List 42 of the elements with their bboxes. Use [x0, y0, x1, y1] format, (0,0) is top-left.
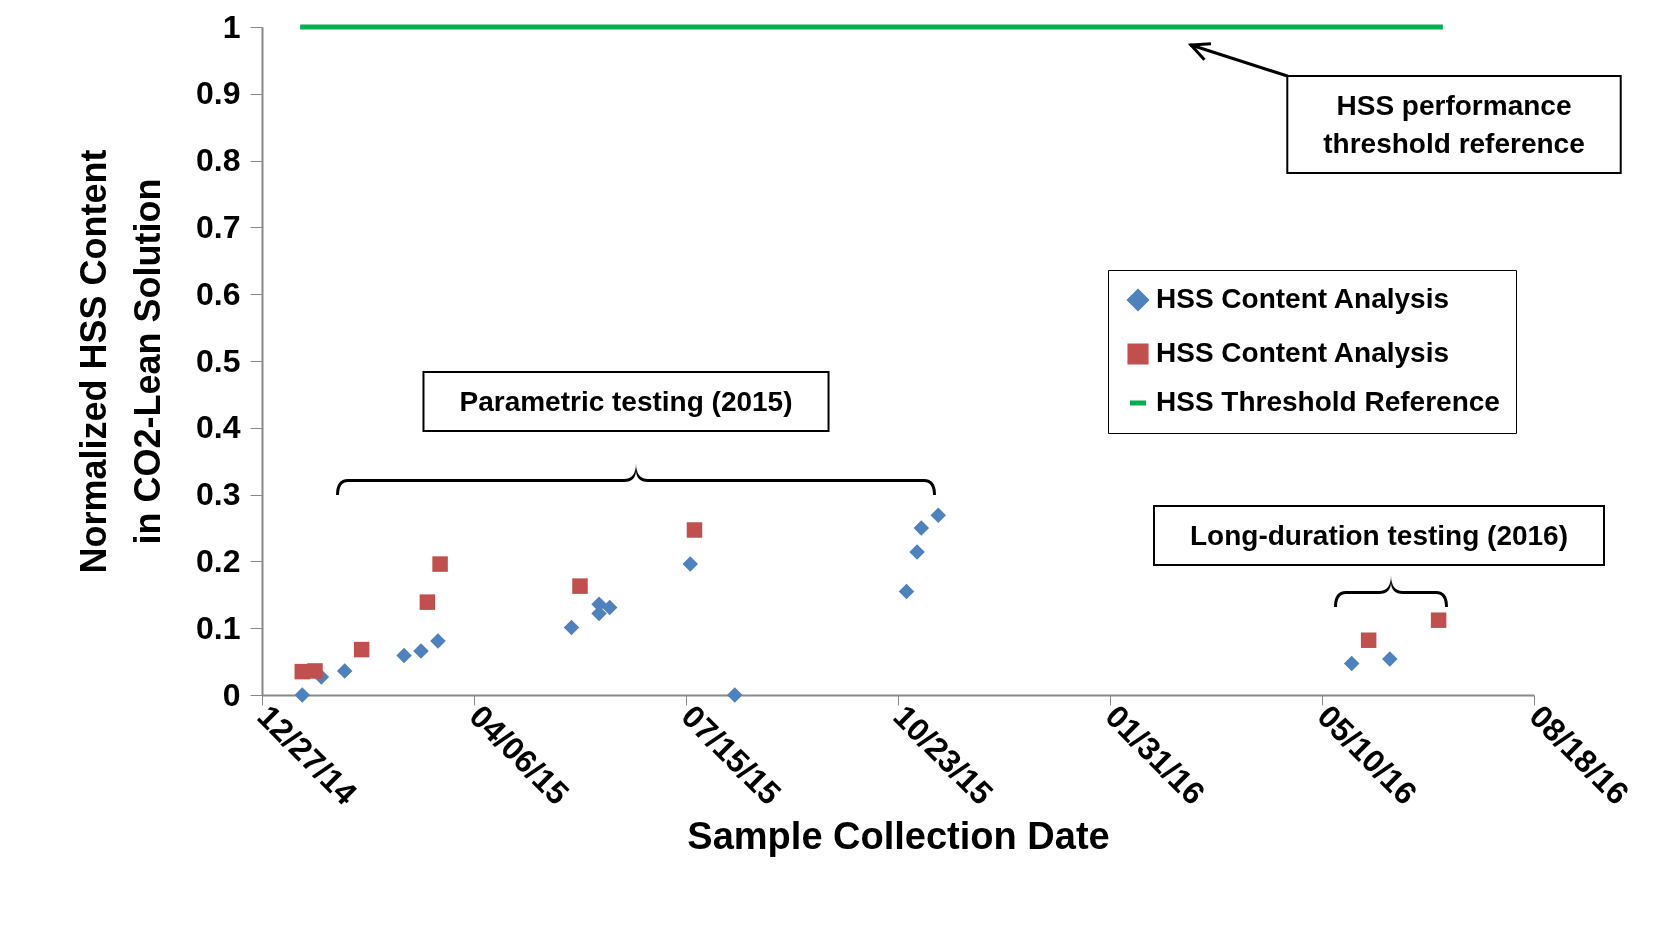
point [1382, 651, 1398, 667]
legend-label: HSS Content Analysis [1156, 337, 1450, 368]
y-tick-label: 0.3 [196, 476, 241, 513]
y-tick-label: 0.4 [196, 409, 241, 446]
y-tick-label: 0.2 [196, 542, 241, 579]
x-axis-title: Sample Collection Date [687, 814, 1110, 857]
point [601, 599, 618, 616]
point [307, 663, 323, 679]
point [930, 507, 947, 524]
annotation: Long-duration testing (2016) [1190, 520, 1568, 551]
point [913, 520, 930, 536]
y-tick-label: 0 [222, 676, 241, 713]
legend-label: HSS Content Analysis [1156, 283, 1450, 314]
point [294, 687, 311, 703]
point [909, 544, 925, 560]
y-tick-label: 0.5 [196, 342, 241, 379]
point [727, 687, 743, 703]
point [336, 663, 353, 679]
y-tick-label: 0.9 [196, 75, 241, 112]
point [1430, 612, 1447, 628]
point [353, 641, 370, 658]
y-tick-label: 0.7 [196, 208, 241, 245]
point [563, 619, 580, 636]
point [1343, 655, 1360, 672]
legend-label: HSS Threshold Reference [1156, 386, 1500, 417]
annotation: Parametric testing (2015) [459, 386, 793, 417]
point [682, 556, 698, 572]
point [432, 556, 448, 572]
point [419, 594, 436, 610]
y-tick-label: 0.8 [196, 142, 241, 179]
point [1360, 632, 1377, 648]
y-tick-label: 1 [222, 8, 241, 45]
y-axis-title: Normalized HSS Content in CO2-Lean Solution [73, 149, 169, 574]
y-tick-label: 0.6 [196, 275, 241, 312]
y-tick-label: 0.1 [196, 609, 241, 646]
point [413, 643, 429, 659]
point [686, 522, 703, 538]
point [430, 633, 446, 649]
point [572, 578, 588, 594]
point [396, 647, 412, 664]
annotation: HSS performance threshold reference [1323, 90, 1585, 159]
point [898, 583, 915, 600]
